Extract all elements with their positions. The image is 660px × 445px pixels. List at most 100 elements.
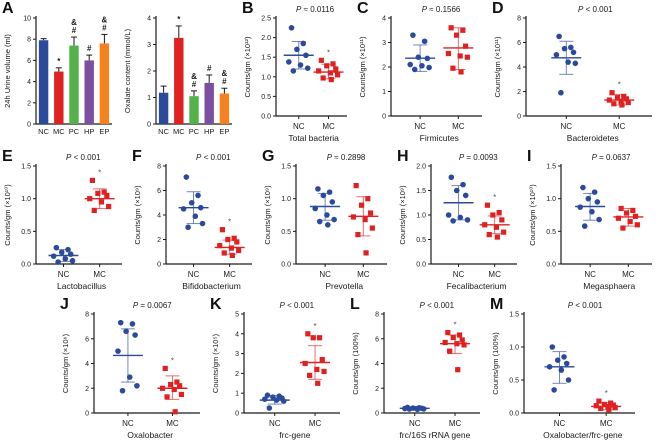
svg-text:Counts/gm (×10⁹): Counts/gm (×10⁹) bbox=[398, 185, 407, 245]
panel-letter-D: D bbox=[492, 0, 504, 17]
svg-text:0.0: 0.0 bbox=[21, 262, 31, 269]
svg-text:4: 4 bbox=[382, 16, 386, 23]
svg-text:Oxalobacter/frc-gene: Oxalobacter/frc-gene bbox=[543, 430, 623, 440]
svg-text:*: * bbox=[98, 168, 101, 177]
svg-text:0.5: 0.5 bbox=[416, 237, 426, 244]
svg-text:Fecalibacterium: Fecalibacterium bbox=[447, 281, 507, 291]
figure-row-3: J 0 2 4 6 8 Counts/gm (×10⁶) P = 0.0067 NC * MC Oxa… bbox=[0, 296, 660, 445]
svg-text:P < 0.001: P < 0.001 bbox=[196, 153, 231, 162]
svg-text:MC: MC bbox=[322, 122, 335, 131]
svg-text:2: 2 bbox=[375, 386, 379, 393]
svg-text:MC: MC bbox=[357, 270, 370, 279]
svg-text:0.0: 0.0 bbox=[261, 114, 271, 121]
svg-text:6: 6 bbox=[85, 336, 89, 343]
svg-text:3: 3 bbox=[382, 40, 386, 47]
svg-text:*: * bbox=[618, 81, 621, 90]
svg-text:Bifidobacterium: Bifidobacterium bbox=[182, 281, 241, 291]
svg-text:Counts/gm (100%): Counts/gm (100%) bbox=[351, 332, 360, 395]
svg-text:0: 0 bbox=[375, 411, 379, 418]
svg-text:2: 2 bbox=[517, 89, 521, 96]
svg-text:1.5: 1.5 bbox=[21, 164, 31, 171]
svg-text:*: * bbox=[605, 389, 608, 398]
panel-C-chart: C 0 1 2 3 4 Counts/gm (×10¹¹) P ≈ 0.1566 NC MC Fir… bbox=[355, 0, 490, 148]
svg-text:#: # bbox=[222, 77, 227, 86]
svg-text:0.5: 0.5 bbox=[281, 229, 291, 236]
svg-text:1.5: 1.5 bbox=[416, 188, 426, 195]
svg-text:PC: PC bbox=[69, 127, 80, 136]
svg-text:NC: NC bbox=[269, 419, 281, 428]
chart-svg-E: 0.0 0.5 1.0 1.5 Counts/gm (×10¹⁰) P < 0.001 NC… bbox=[3, 153, 122, 291]
svg-text:1.0: 1.0 bbox=[509, 345, 519, 352]
svg-text:1.5: 1.5 bbox=[509, 312, 519, 319]
svg-text:1.0: 1.0 bbox=[416, 213, 426, 220]
svg-text:Counts/gm (×10⁶): Counts/gm (×10⁶) bbox=[61, 333, 70, 393]
svg-text:1.5: 1.5 bbox=[546, 164, 556, 171]
panel-letter-F: F bbox=[132, 148, 142, 165]
panel-letter-C: C bbox=[357, 0, 369, 17]
svg-text:8: 8 bbox=[85, 312, 89, 319]
svg-text:Counts/gm (×10¹²): Counts/gm (×10¹²) bbox=[243, 36, 252, 98]
svg-text:1: 1 bbox=[147, 95, 151, 102]
svg-text:0: 0 bbox=[85, 411, 89, 418]
svg-text:Counts/gm (×10¹¹): Counts/gm (×10¹¹) bbox=[493, 36, 502, 98]
svg-text:NC: NC bbox=[158, 127, 169, 136]
svg-text:6: 6 bbox=[27, 58, 31, 65]
svg-text:0: 0 bbox=[517, 114, 521, 121]
svg-text:0.5: 0.5 bbox=[261, 94, 271, 101]
svg-text:NC: NC bbox=[409, 419, 421, 428]
svg-text:2: 2 bbox=[85, 386, 89, 393]
svg-text:8: 8 bbox=[517, 16, 521, 23]
svg-text:Firmicutes: Firmicutes bbox=[420, 133, 459, 143]
svg-text:2.0: 2.0 bbox=[416, 164, 426, 171]
svg-text:Oxalate content (mmol/L): Oxalate content (mmol/L) bbox=[123, 28, 132, 113]
panel-J-chart: J 0 2 4 6 8 Counts/gm (×10⁶) P = 0.0067 NC * MC Oxa… bbox=[58, 296, 208, 445]
svg-text:*: * bbox=[177, 15, 181, 24]
svg-text:2.0: 2.0 bbox=[261, 35, 271, 42]
svg-text:NC: NC bbox=[414, 122, 426, 131]
svg-text:Counts/gm (×10¹⁰): Counts/gm (×10¹⁰) bbox=[528, 184, 537, 246]
svg-text:0: 0 bbox=[235, 411, 239, 418]
svg-text:Counts/gm (100%): Counts/gm (100%) bbox=[491, 332, 500, 395]
chart-svg-H: 0.0 0.5 1.0 1.5 2.0 Counts/gm (×10⁹) P = 0.009… bbox=[398, 153, 517, 291]
svg-text:P = 0.0093: P = 0.0093 bbox=[459, 153, 498, 162]
svg-text:P = 0.0637: P = 0.0637 bbox=[592, 153, 631, 162]
svg-text:0.0: 0.0 bbox=[509, 411, 519, 418]
chart-svg-C: 0 1 2 3 4 Counts/gm (×10¹¹) P ≈ 0.1566 NC MC Firm… bbox=[358, 5, 482, 143]
svg-text:#: # bbox=[87, 44, 92, 53]
chart-svg-G: 0.0 0.5 1.0 1.5 Counts/gm (×10⁹) P ≈ 0.2898 NC… bbox=[263, 153, 387, 291]
svg-text:NC: NC bbox=[453, 270, 465, 279]
svg-text:frc/16S rRNA gene: frc/16S rRNA gene bbox=[399, 430, 470, 440]
panel-letter-L: L bbox=[350, 296, 360, 313]
svg-text:0: 0 bbox=[27, 122, 31, 129]
svg-text:MC: MC bbox=[93, 270, 106, 279]
panel-M-chart: M 0.0 0.5 1.0 1.5 Counts/gm (100%) P < 0.001 NC… bbox=[488, 296, 643, 445]
svg-text:8: 8 bbox=[375, 312, 379, 319]
svg-text:6: 6 bbox=[157, 188, 161, 195]
svg-text:*: * bbox=[313, 322, 316, 331]
svg-text:HP: HP bbox=[204, 127, 214, 136]
svg-text:HP: HP bbox=[84, 127, 94, 136]
figure-row-2: E 0.0 0.5 1.0 1.5 Counts/gm (×10¹⁰) P < 0.001 N… bbox=[0, 148, 660, 296]
svg-text:#: # bbox=[207, 64, 212, 73]
panel-E-chart: E 0.0 0.5 1.0 1.5 Counts/gm (×10¹⁰) P < 0.001 N… bbox=[0, 148, 130, 296]
panel-letter-A: A bbox=[2, 0, 14, 17]
svg-text:2: 2 bbox=[27, 100, 31, 107]
svg-text:0.5: 0.5 bbox=[546, 229, 556, 236]
panel-letter-G: G bbox=[262, 148, 275, 165]
chart-svg-M: 0.0 0.5 1.0 1.5 Counts/gm (100%) P < 0.001 NC *… bbox=[491, 301, 635, 440]
svg-text:24h Urine volume (ml): 24h Urine volume (ml) bbox=[3, 34, 12, 108]
svg-text:1.5: 1.5 bbox=[261, 55, 271, 62]
svg-text:P < 0.001: P < 0.001 bbox=[420, 301, 455, 310]
svg-text:Oxalobacter: Oxalobacter bbox=[127, 430, 173, 440]
svg-text:P < 0.001: P < 0.001 bbox=[280, 301, 315, 310]
svg-text:Lactobacillus: Lactobacillus bbox=[57, 281, 106, 291]
panel-letter-J: J bbox=[60, 296, 69, 313]
svg-text:Total bacteria: Total bacteria bbox=[288, 133, 339, 143]
panel-letter-M: M bbox=[490, 296, 504, 313]
svg-text:0: 0 bbox=[382, 114, 386, 121]
svg-text:4: 4 bbox=[27, 79, 31, 86]
svg-text:0.0: 0.0 bbox=[281, 262, 291, 269]
svg-text:NC: NC bbox=[561, 122, 573, 131]
svg-text:MC: MC bbox=[166, 419, 179, 428]
